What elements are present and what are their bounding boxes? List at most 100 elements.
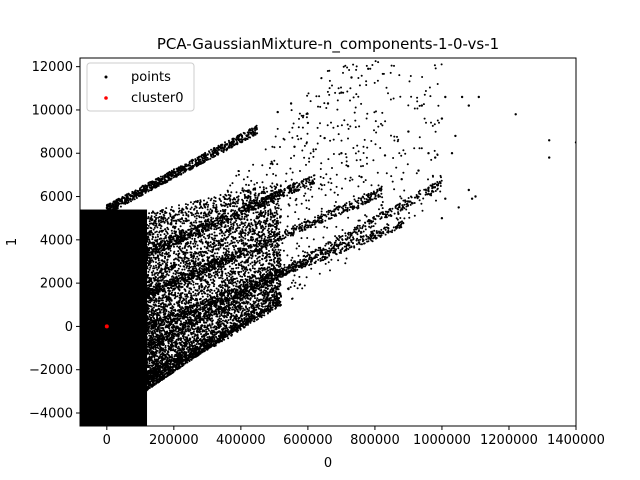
data-point: [175, 346, 178, 349]
data-point: [271, 212, 274, 215]
data-point: [140, 235, 143, 238]
data-point: [248, 268, 251, 271]
data-point: [274, 248, 277, 251]
data-point: [268, 255, 271, 258]
data-point: [209, 325, 212, 327]
data-point: [208, 276, 211, 279]
data-point: [225, 248, 227, 251]
data-point: [185, 293, 188, 296]
data-point: [229, 318, 232, 321]
data-point: [216, 293, 219, 296]
data-point: [265, 271, 268, 273]
data-point: [173, 232, 176, 235]
data-point: [228, 233, 231, 236]
data-point: [167, 310, 170, 313]
data-point: [277, 257, 279, 260]
data-point: [264, 209, 267, 212]
data-point: [243, 195, 246, 197]
data-point: [237, 320, 240, 323]
data-point: [177, 304, 180, 307]
data-point: [230, 276, 233, 279]
data-point: [248, 256, 251, 259]
data-point: [192, 281, 195, 284]
data-point: [235, 223, 238, 225]
data-point: [266, 291, 269, 294]
data-point: [186, 285, 189, 288]
data-point: [193, 264, 196, 267]
data-point: [200, 240, 203, 243]
data-point: [183, 265, 186, 268]
data-point: [202, 203, 205, 206]
data-point: [198, 286, 201, 289]
data-point: [165, 267, 168, 270]
data-point: [184, 338, 186, 341]
data-point: [213, 231, 216, 234]
data-point: [153, 215, 156, 218]
data-point: [267, 210, 270, 213]
data-point: [196, 247, 199, 250]
data-point: [266, 217, 269, 220]
data-point: [273, 287, 275, 290]
data-point: [178, 230, 181, 232]
data-point: [268, 222, 271, 225]
data-point: [196, 200, 199, 202]
data-point: [190, 206, 193, 209]
data-point: [166, 218, 169, 221]
data-point: [150, 282, 153, 285]
data-point: [241, 239, 244, 242]
data-point: [228, 326, 231, 329]
data-point: [193, 294, 195, 297]
data-point: [143, 238, 146, 241]
data-point: [206, 208, 209, 211]
data-point: [222, 251, 225, 254]
data-point: [208, 329, 211, 332]
data-point: [190, 214, 193, 217]
data-point: [272, 253, 275, 256]
data-point: [177, 337, 180, 340]
data-point: [200, 333, 202, 335]
data-point: [203, 279, 205, 282]
data-point: [155, 261, 157, 264]
data-point: [166, 261, 169, 264]
data-point: [249, 251, 251, 254]
data-point: [222, 243, 225, 246]
data-point: [187, 262, 190, 265]
data-point: [246, 297, 249, 299]
data-point: [254, 196, 257, 199]
data-point: [271, 294, 274, 297]
data-point: [170, 234, 173, 237]
data-point: [207, 197, 210, 200]
data-point: [216, 252, 219, 255]
data-point: [154, 338, 156, 340]
data-point: [192, 339, 195, 342]
data-point: [234, 264, 237, 266]
data-point: [247, 264, 250, 267]
data-point: [277, 244, 280, 247]
data-point: [262, 188, 265, 191]
data-point: [238, 226, 241, 229]
data-point: [177, 272, 180, 275]
data-point: [164, 350, 167, 353]
data-point: [260, 221, 262, 223]
data-point: [231, 282, 234, 285]
data-point: [239, 275, 242, 278]
data-point: [251, 230, 254, 233]
data-point: [251, 252, 254, 255]
data-point: [234, 281, 237, 284]
data-point: [199, 247, 202, 250]
data-point: [214, 197, 217, 199]
data-point: [224, 242, 227, 245]
data-point: [197, 236, 200, 239]
data-point: [194, 257, 197, 260]
data-point: [149, 266, 152, 269]
data-point: [183, 331, 185, 333]
data-point: [163, 237, 166, 240]
data-point: [213, 199, 215, 202]
points-series: [80, 60, 576, 426]
data-point: [157, 257, 160, 260]
data-point: [244, 234, 247, 237]
data-point: [141, 213, 144, 216]
data-point: [211, 292, 214, 295]
data-point: [240, 270, 243, 273]
